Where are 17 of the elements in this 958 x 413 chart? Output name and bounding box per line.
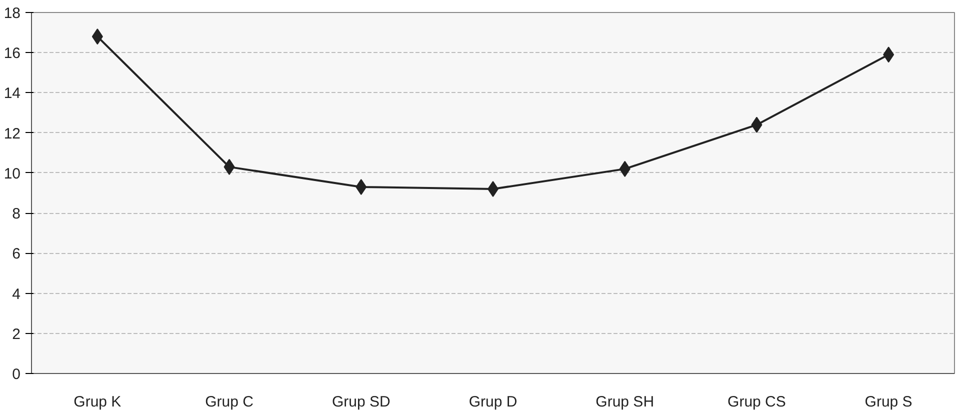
y-tick-label: 4 bbox=[12, 286, 20, 303]
x-tick-label: Grup SD bbox=[332, 394, 390, 410]
y-tick-label: 0 bbox=[12, 366, 20, 383]
y-tick-label: 18 bbox=[4, 5, 21, 22]
x-tick-label: Grup SH bbox=[596, 394, 654, 410]
y-tick-label: 14 bbox=[4, 85, 21, 102]
y-tick-label: 12 bbox=[4, 125, 21, 142]
y-tick-label: 6 bbox=[12, 246, 20, 263]
x-tick-label: Grup S bbox=[864, 394, 912, 410]
x-tick-label: Grup K bbox=[74, 394, 122, 410]
y-tick-label: 10 bbox=[4, 165, 21, 182]
x-tick-label: Grup D bbox=[468, 394, 518, 410]
x-tick-label: Grup C bbox=[205, 394, 254, 410]
x-tick-label: Grup CS bbox=[728, 394, 786, 410]
y-tick-label: 16 bbox=[4, 45, 21, 62]
y-tick-label: 2 bbox=[12, 326, 20, 343]
y-tick-label: 8 bbox=[12, 206, 20, 223]
